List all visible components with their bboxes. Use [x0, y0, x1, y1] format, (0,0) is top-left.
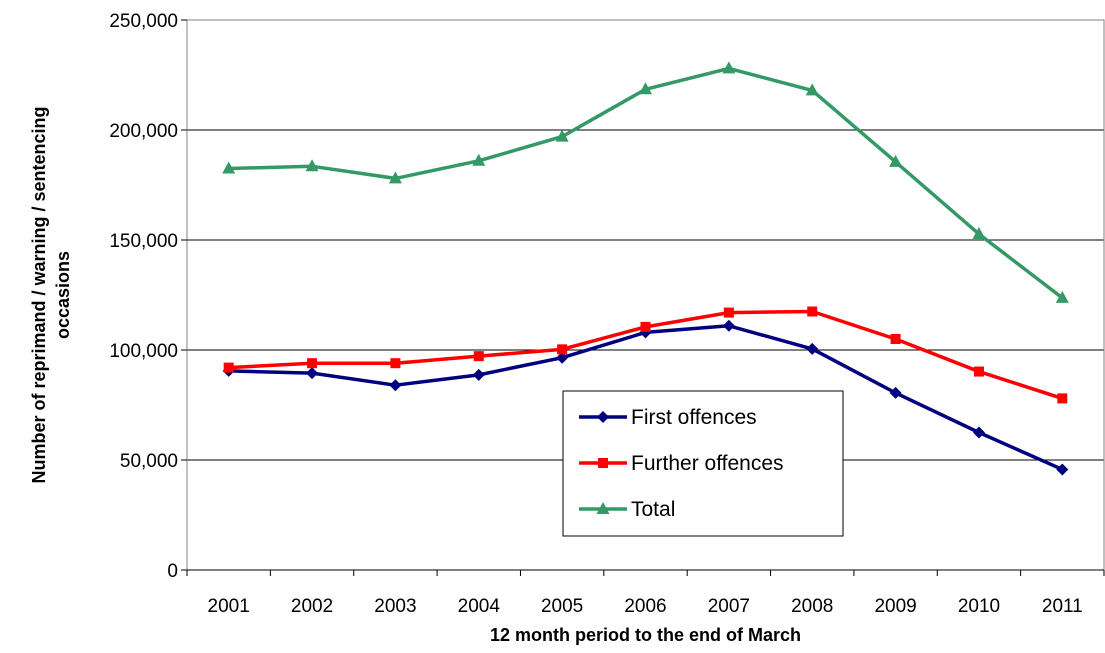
x-tick-label: 2001 [208, 596, 250, 617]
x-axis-ticks: 2001 2002 2003 2004 2005 2006 2007 2008 2009 2010… [186, 569, 1105, 617]
data-point [473, 351, 484, 362]
data-point [640, 321, 651, 332]
series-further-offences [223, 306, 1068, 404]
data-point [223, 362, 234, 373]
data-point [889, 154, 903, 167]
series-group [222, 61, 1069, 476]
data-point [972, 426, 985, 439]
legend-item: Total [579, 498, 675, 521]
data-point [389, 379, 402, 392]
data-point [388, 171, 402, 184]
data-point [805, 83, 819, 96]
legend-marker [596, 502, 610, 514]
x-axis-title: 12 month period to the end of March [490, 625, 801, 645]
legend-item: First offences [579, 406, 757, 429]
data-point [807, 306, 818, 317]
data-point [722, 61, 736, 74]
x-tick-label: 2007 [708, 596, 750, 617]
legend-label: Further offences [631, 452, 784, 475]
y-tick-label: 50,000 [120, 451, 178, 472]
series-first-offences [222, 319, 1069, 476]
x-tick-label: 2005 [541, 596, 583, 617]
data-point [973, 366, 984, 377]
y-tick-label: 200,000 [109, 121, 178, 142]
data-point [557, 344, 568, 355]
data-point [972, 227, 986, 240]
series-total [222, 61, 1069, 303]
y-tick-label: 100,000 [109, 341, 178, 362]
data-point [222, 161, 236, 174]
legend-label: First offences [631, 406, 757, 429]
x-tick-label: 2003 [374, 596, 416, 617]
legend-marker [597, 411, 609, 423]
data-point [722, 319, 735, 332]
x-tick-label: 2011 [1042, 596, 1083, 617]
data-point [889, 386, 902, 399]
data-point [305, 159, 319, 172]
x-tick-label: 2009 [874, 596, 916, 617]
legend-marker [598, 458, 608, 468]
data-point [306, 367, 319, 380]
y-tick-label: 150,000 [109, 231, 178, 252]
y-axis-title-line-1: Number of reprimand / warning / sentenci… [29, 106, 49, 483]
data-point [1057, 393, 1068, 404]
data-point [806, 342, 819, 355]
data-point [307, 358, 318, 369]
data-point [1055, 290, 1069, 303]
y-axis-ticks: 0 50,000 100,000 150,000 200,000 250,000 [109, 11, 187, 582]
x-tick-label: 2004 [458, 596, 501, 617]
data-point [723, 307, 734, 318]
data-point [890, 334, 901, 344]
y-axis-title-line-2: occasions [53, 251, 73, 339]
data-point [472, 153, 486, 166]
legend-item: Further offences [579, 452, 784, 475]
data-point [555, 129, 569, 142]
data-point [1056, 463, 1069, 476]
x-tick-label: 2010 [958, 596, 1000, 617]
data-point [472, 368, 485, 381]
x-tick-label: 2006 [624, 596, 666, 617]
y-tick-label: 0 [167, 561, 178, 582]
series-line [228, 66, 1064, 300]
legend-label: Total [631, 498, 675, 521]
x-tick-label: 2002 [291, 596, 333, 617]
data-point [390, 358, 401, 369]
data-point [556, 351, 569, 364]
legend: First offences Further offences Total [562, 390, 844, 537]
x-tick-label: 2008 [791, 596, 833, 617]
y-tick-label: 250,000 [109, 11, 178, 32]
data-point [639, 82, 652, 95]
y-axis-title: Number of reprimand / warning / sentenci… [29, 106, 73, 483]
